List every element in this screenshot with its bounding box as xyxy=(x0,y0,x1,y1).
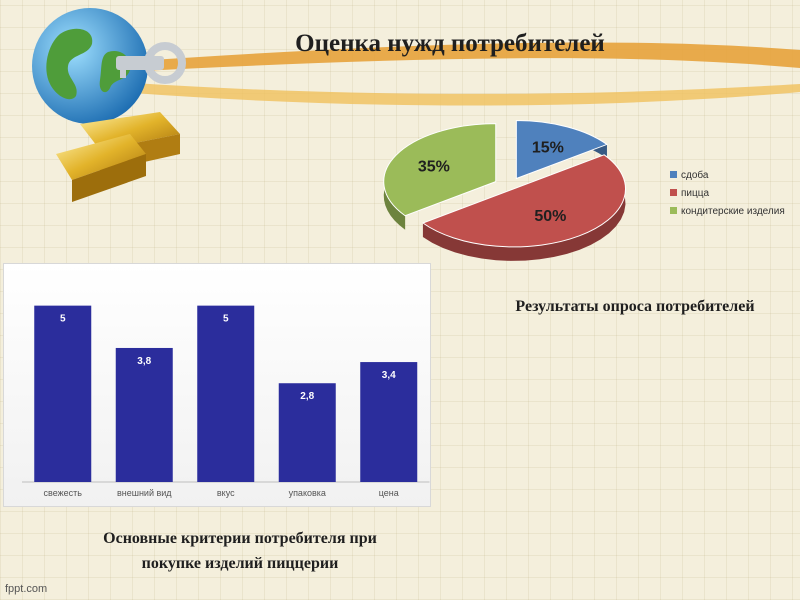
header-banner xyxy=(120,42,800,106)
bar-data-label-0: 5 xyxy=(60,314,66,325)
bar-3 xyxy=(278,383,336,482)
pie-data-label-0: 15% xyxy=(532,139,564,156)
x-tick-label-4: цена xyxy=(379,488,399,498)
pie-legend: сдоба пицца кондитерские изделия xyxy=(670,169,785,217)
bar-caption-line1: Основные критерии потребителя при xyxy=(103,530,377,547)
bar-0 xyxy=(34,305,92,482)
x-tick-label-1: внешний вид xyxy=(117,488,172,498)
x-tick-label-2: вкус xyxy=(217,488,235,498)
pie-data-label-1: 50% xyxy=(534,208,566,225)
slide-title: Оценка нужд потребителей xyxy=(295,30,605,57)
legend-label-1: пицца xyxy=(681,188,709,199)
legend-swatch-0 xyxy=(670,171,677,178)
x-tick-label-3: упаковка xyxy=(289,488,326,498)
legend-label-2: кондитерские изделия xyxy=(681,206,785,217)
bar-data-label-3: 2,8 xyxy=(300,391,314,402)
legend-swatch-1 xyxy=(670,189,677,196)
x-tick-label-0: свежесть xyxy=(44,488,83,498)
bar-data-label-2: 5 xyxy=(223,314,229,325)
watermark: fppt.com xyxy=(5,583,48,595)
pie-caption: Результаты опроса потребителей xyxy=(515,298,755,315)
key-icon xyxy=(116,42,186,84)
pie-chart-svg: 15% 50% 35% сдоба пицца кондитерские изделия xyxy=(383,120,785,261)
pie-slice-кондитерские-изделия xyxy=(383,123,497,217)
bar-caption-line2: покупке изделий пиццерии xyxy=(141,555,339,572)
pie-slice-пицца xyxy=(421,154,627,248)
bar-chart: 5 свежесть 3,8 внешний вид 5 вкус 2,8 упаковка 3… xyxy=(3,263,431,507)
bar-2 xyxy=(197,305,255,482)
pie-slice-сдоба xyxy=(515,120,609,180)
bar-data-label-4: 3,4 xyxy=(382,370,396,381)
bar-caption: Основные критерии потребителя при покупк… xyxy=(40,526,440,576)
gold-bars-icon xyxy=(56,112,180,202)
legend-swatch-2 xyxy=(670,207,677,214)
pie-chart: 15% 50% 35% сдоба пицца кондитерские изделия xyxy=(380,120,800,280)
globe-gold-illustration xyxy=(32,8,186,202)
bar-4 xyxy=(360,362,418,482)
bar-data-label-1: 3,8 xyxy=(137,356,151,367)
legend-label-0: сдоба xyxy=(681,169,709,181)
globe-icon xyxy=(32,8,148,124)
pie-data-label-2: 35% xyxy=(418,158,450,175)
bar-chart-svg: 5 свежесть 3,8 внешний вид 5 вкус 2,8 упаковка 3… xyxy=(22,305,430,498)
bar-1 xyxy=(115,347,173,482)
